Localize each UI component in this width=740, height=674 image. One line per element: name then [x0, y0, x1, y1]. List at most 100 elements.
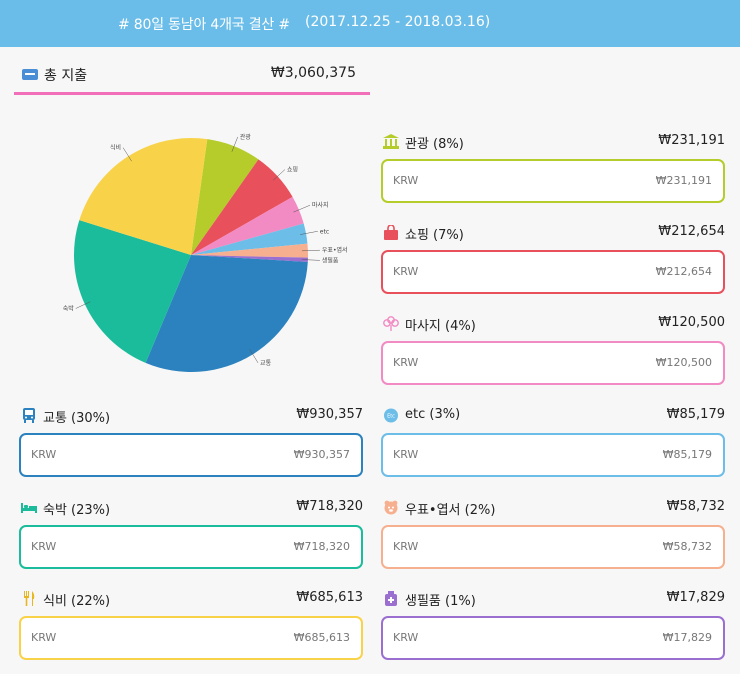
pie-leader-line	[231, 136, 238, 152]
pie-slice-6	[191, 255, 308, 262]
card-label: 마사지 (4%)	[405, 319, 476, 334]
total-value: ₩3,060,375	[270, 65, 356, 81]
pie-slice-3	[191, 196, 304, 255]
pie-slice-5	[191, 243, 308, 258]
amount-value: ₩930,357	[293, 448, 350, 461]
card-amount: ₩231,191	[658, 133, 725, 148]
credit-card-icon	[22, 69, 38, 80]
amount-value: ₩85,179	[662, 448, 712, 461]
pie-leader-line	[75, 301, 91, 309]
pie-slice-label: 식비	[110, 144, 121, 152]
pie-slice-9	[79, 137, 208, 255]
amount-field[interactable]: KRW ₩212,654	[381, 250, 725, 294]
pie-leader-line	[301, 259, 320, 261]
page-title: # 80일 동남아 4개국 결산 #	[118, 17, 290, 33]
pie-slice-8	[73, 220, 191, 363]
amount-field[interactable]: KRW ₩231,191	[381, 159, 725, 203]
amount-value: ₩17,829	[662, 631, 712, 644]
flower-icon	[383, 316, 399, 331]
date-range: (2017.12.25 - 2018.03.16)	[305, 14, 491, 30]
amount-value: ₩231,191	[655, 174, 712, 187]
amount-field[interactable]: KRW ₩120,500	[381, 341, 725, 385]
card-amount: ₩685,613	[296, 590, 363, 605]
card-amount: ₩85,179	[666, 407, 725, 422]
pie-leader-line	[122, 147, 132, 162]
amount-value: ₩120,500	[655, 356, 712, 369]
museum-icon	[383, 134, 399, 149]
card-amount: ₩212,654	[658, 224, 725, 239]
pie-leader-line	[293, 204, 311, 213]
amount-value: ₩718,320	[293, 540, 350, 553]
etc-circle-icon: Etc	[383, 408, 399, 423]
card-etc: Etc etc (3%) ₩85,179 KRW ₩85,179	[381, 406, 725, 490]
amount-value: ₩212,654	[655, 265, 712, 278]
amount-field[interactable]: KRW ₩17,829	[381, 616, 725, 660]
card-lodging: 숙박 (23%) ₩718,320 KRW ₩718,320	[19, 498, 363, 582]
amount-value: ₩58,732	[662, 540, 712, 553]
currency-label: KRW	[393, 356, 419, 369]
card-label: 우표•엽서 (2%)	[405, 503, 496, 518]
pie-slice-4	[191, 223, 308, 255]
card-label: 교통 (30%)	[43, 411, 111, 426]
currency-label: KRW	[393, 631, 419, 644]
card-sightseeing: 관광 (8%) ₩231,191 KRW ₩231,191	[381, 132, 725, 216]
stamp-icon	[383, 500, 399, 515]
pie-leader-line	[300, 231, 318, 235]
toiletries-icon	[383, 591, 399, 606]
amount-field[interactable]: KRW ₩718,320	[19, 525, 363, 569]
card-massage: 마사지 (4%) ₩120,500 KRW ₩120,500	[381, 314, 725, 398]
total-expense: 총 지출 ₩3,060,375	[14, 65, 370, 95]
pie-slice-label: etc	[320, 228, 329, 235]
svg-text:Etc: Etc	[387, 414, 395, 420]
amount-field[interactable]: KRW ₩85,179	[381, 433, 725, 477]
pie-leader-line	[301, 249, 320, 252]
bed-icon	[21, 500, 37, 515]
pie-slice-label: 관광	[240, 133, 252, 141]
pie-slice-2	[191, 159, 293, 255]
currency-label: KRW	[31, 540, 57, 553]
pie-slice-label: 마사지	[312, 201, 329, 209]
card-amount: ₩17,829	[666, 590, 725, 605]
currency-label: KRW	[393, 174, 419, 187]
card-postcard: 우표•엽서 (2%) ₩58,732 KRW ₩58,732	[381, 498, 725, 582]
pie-slice-1	[191, 139, 259, 255]
fork-knife-icon	[21, 591, 37, 606]
header-bar: # 80일 동남아 4개국 결산 # (2017.12.25 - 2018.03…	[0, 0, 740, 47]
card-label: 관광 (8%)	[405, 137, 464, 152]
card-label: 식비 (22%)	[43, 594, 111, 609]
pie-slice-label: 교통	[260, 360, 272, 367]
currency-label: KRW	[31, 448, 57, 461]
card-label: etc (3%)	[405, 407, 461, 422]
pie-slice-label: 쇼핑	[287, 166, 298, 174]
amount-value: ₩685,613	[293, 631, 350, 644]
amount-field[interactable]: KRW ₩930,357	[19, 433, 363, 477]
card-label: 생필품 (1%)	[405, 594, 476, 609]
pie-leader-line	[249, 349, 259, 363]
card-label: 쇼핑 (7%)	[405, 228, 464, 243]
card-necessities: 생필품 (1%) ₩17,829 KRW ₩17,829	[381, 589, 725, 673]
pie-slice-label: 숙박	[63, 304, 75, 312]
amount-field[interactable]: KRW ₩685,613	[19, 616, 363, 660]
bus-icon	[21, 408, 37, 423]
card-food: 식비 (22%) ₩685,613 KRW ₩685,613	[19, 589, 363, 673]
card-amount: ₩930,357	[296, 407, 363, 422]
currency-label: KRW	[393, 448, 419, 461]
card-amount: ₩120,500	[658, 315, 725, 330]
currency-label: KRW	[393, 540, 419, 553]
pie-slice-7	[145, 255, 308, 372]
card-transport: 교통 (30%) ₩930,357 KRW ₩930,357	[19, 406, 363, 490]
card-shopping: 쇼핑 (7%) ₩212,654 KRW ₩212,654	[381, 223, 725, 307]
amount-field[interactable]: KRW ₩58,732	[381, 525, 725, 569]
shopping-bag-icon	[383, 225, 399, 240]
pie-slice-label: 생필품	[322, 256, 339, 264]
card-label: 숙박 (23%)	[43, 503, 111, 518]
total-label: 총 지출	[44, 68, 88, 84]
pie-slice-label: 우표•엽서	[322, 246, 348, 254]
pie-leader-line	[272, 169, 286, 181]
card-amount: ₩718,320	[296, 499, 363, 514]
card-amount: ₩58,732	[666, 499, 725, 514]
currency-label: KRW	[393, 265, 419, 278]
currency-label: KRW	[31, 631, 57, 644]
